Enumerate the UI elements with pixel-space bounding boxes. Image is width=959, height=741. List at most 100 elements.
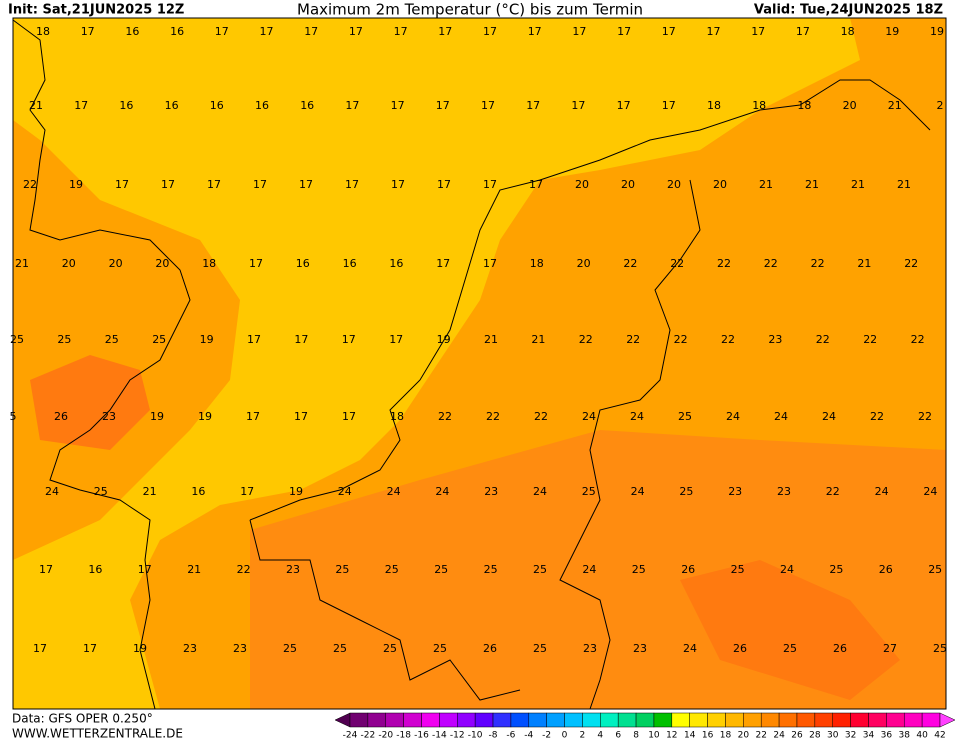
temperature-label: 25 [533, 642, 547, 655]
temperature-label: 25 [484, 563, 498, 576]
temperature-label: 16 [296, 257, 310, 270]
legend-tick-label: -2 [542, 731, 551, 741]
legend-tick-label: 24 [773, 731, 785, 741]
legend-swatch [689, 712, 708, 728]
temperature-label: 22 [721, 333, 735, 346]
legend-tick-label: 18 [720, 731, 732, 741]
legend-swatch [653, 712, 673, 728]
legend-tick-label: 10 [648, 731, 660, 741]
temperature-label: 18 [707, 99, 721, 112]
sea-field [13, 18, 860, 709]
legend-swatch [617, 712, 637, 728]
legend-tick-label: 12 [666, 731, 677, 741]
legend-tick-label: 6 [615, 731, 621, 741]
temperature-label: 17 [529, 178, 543, 191]
temperature-label: 16 [255, 99, 269, 112]
temperature-label: 25 [385, 563, 399, 576]
legend-swatch [743, 712, 762, 728]
temperature-label: 21 [143, 485, 157, 498]
temperature-label: 22 [918, 410, 932, 423]
temperature-label: 22 [911, 333, 925, 346]
legend-swatch [600, 712, 619, 728]
temperature-label: 24 [435, 485, 449, 498]
temperature-label: 22 [670, 257, 684, 270]
temperature-label: 24 [533, 485, 547, 498]
temperature-label: 16 [210, 99, 224, 112]
temperature-label: 17 [389, 333, 403, 346]
legend-tick-label: 32 [845, 731, 856, 741]
legend-swatch [403, 712, 422, 728]
temperature-label: 21 [805, 178, 819, 191]
legend-tick-label: -6 [506, 731, 515, 741]
temperature-label: 23 [484, 485, 498, 498]
init-label: Init: Sat,21JUN2025 12Z [8, 3, 184, 18]
legend-tick-label: 34 [863, 731, 875, 741]
temperature-label: 22 [626, 333, 640, 346]
temperature-label: 23 [583, 642, 597, 655]
temperature-label: 24 [582, 563, 596, 576]
temperature-label: 23 [633, 642, 647, 655]
temperature-label: 20 [667, 178, 681, 191]
temperature-label: 17 [247, 333, 261, 346]
temperature-label: 22 [904, 257, 918, 270]
temperature-label: 24 [630, 410, 644, 423]
temperature-label: 21 [484, 333, 498, 346]
temperature-label: 22 [816, 333, 830, 346]
temperature-label: 17 [617, 25, 631, 38]
legend-swatch [760, 712, 780, 728]
temperature-label: 25 [582, 485, 596, 498]
temperature-label: 17 [526, 99, 540, 112]
legend-swatch [921, 712, 941, 728]
temperature-label: 17 [304, 25, 318, 38]
data-source: Data: GFS OPER 0.250° [12, 712, 153, 726]
temperature-label: 17 [39, 563, 53, 576]
temperature-label: 23 [183, 642, 197, 655]
temperature-label: 21 [897, 178, 911, 191]
legend-swatch [886, 712, 905, 728]
legend-swatch [510, 712, 530, 728]
legend-swatch [868, 712, 887, 728]
hot-field [680, 560, 900, 700]
temperature-label: 22 [623, 257, 637, 270]
temperature-label: 17 [345, 99, 359, 112]
legend-swatch [492, 712, 512, 728]
temperature-label: 18 [530, 257, 544, 270]
temperature-label: 21 [759, 178, 773, 191]
temperature-label: 25 [829, 563, 843, 576]
temperature-label: 20 [155, 257, 169, 270]
legend-tick-label: 40 [916, 731, 928, 741]
legend-tick-label: -20 [378, 731, 393, 741]
temperature-label: 24 [387, 485, 401, 498]
temperature-label: 19 [437, 333, 451, 346]
temperature-label: 24 [780, 563, 794, 576]
temperature-label: 20 [713, 178, 727, 191]
temperature-label: 17 [299, 178, 313, 191]
temperature-label: 24 [822, 410, 836, 423]
temperature-label: 19 [200, 333, 214, 346]
temperature-label: 16 [88, 563, 102, 576]
temperature-label: 25 [383, 642, 397, 655]
temperature-label: 22 [23, 178, 37, 191]
temperature-label: 24 [338, 485, 352, 498]
map-title: Maximum 2m Temperatur (°C) bis zum Termi… [297, 1, 643, 19]
temperature-label: 27 [883, 642, 897, 655]
temperature-label: 20 [577, 257, 591, 270]
legend-swatch [367, 712, 387, 728]
temperature-label: 20 [109, 257, 123, 270]
temperature-label: 20 [62, 257, 76, 270]
temperature-label: 25 [928, 563, 942, 576]
temperature-label: 17 [246, 410, 260, 423]
temperature-label: 16 [191, 485, 205, 498]
temperature-label: 22 [826, 485, 840, 498]
temperature-label: 17 [796, 25, 810, 38]
temperature-label: 17 [483, 25, 497, 38]
legend-swatch [528, 712, 547, 728]
temperature-label: 16 [165, 99, 179, 112]
legend-swatch [778, 712, 798, 728]
legend-tick-label: 4 [597, 731, 603, 741]
temperature-label: 21 [888, 99, 902, 112]
temperature-label: 25 [679, 485, 693, 498]
temperature-label: 20 [575, 178, 589, 191]
temperature-label: 21 [857, 257, 871, 270]
temperature-label: 22 [534, 410, 548, 423]
